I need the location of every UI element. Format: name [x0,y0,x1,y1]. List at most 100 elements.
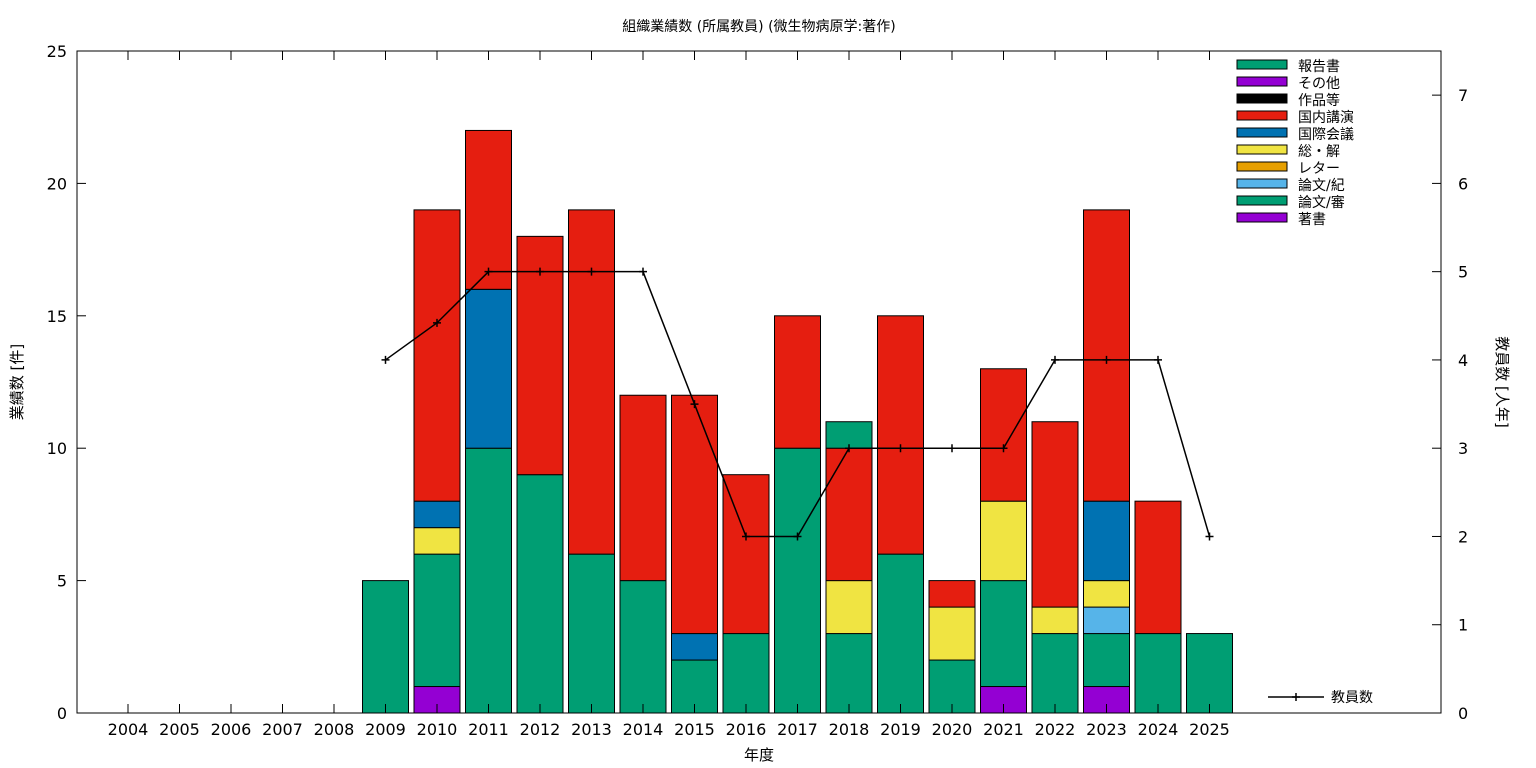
teacher-count-point-2023 [1102,355,1111,364]
x-tick-label: 2019 [880,720,921,739]
teacher-count-point-2011 [484,267,493,276]
bar-2016-series-1 [722,633,770,714]
legend-swatch [1236,76,1288,87]
y2-tick-label: 3 [1458,439,1468,458]
bar-2018-series-4 [825,580,873,635]
legend-label: 報告書 [1298,59,1340,75]
x-tick-label: 2013 [571,720,612,739]
bar-2011-series-5 [465,288,512,449]
legend-swatch [1236,161,1288,172]
bar-2009-series-1 [362,580,409,714]
bar-2022-series-1 [1031,633,1079,714]
legend-label: 著書 [1298,212,1326,228]
legend-swatch [1236,127,1288,138]
legend-label: 国際会議 [1298,126,1354,143]
x-tick-label: 2014 [623,720,664,739]
teacher-count-point-2022 [1051,355,1059,364]
legend-swatch [1236,93,1288,104]
bar-2012-series-1 [516,474,564,714]
bar-2013-series-6 [568,209,615,555]
bars-layer [362,129,1233,714]
teacher-count-point-2020 [948,444,956,453]
bar-2014-series-1 [619,580,667,714]
bar-2022-series-4 [1031,606,1079,635]
teacher-count-point-2012 [536,267,544,276]
teacher-count-point-2018 [845,444,853,453]
teacher-count-point-2021 [999,444,1008,453]
bar-2014-series-6 [619,394,667,582]
bar-2018-series-1 [825,633,873,714]
bar-2024-series-1 [1134,633,1182,714]
legend-label: 総・解 [1298,144,1340,160]
bar-2012-series-6 [516,235,564,476]
y-tick-label: 20 [47,174,67,193]
bar-2020-series-4 [928,606,976,661]
bar-2023-series-5 [1083,500,1130,582]
legend-swatch [1236,212,1288,223]
y-tick-label: 0 [57,704,67,723]
teacher-count-point-2014 [639,267,647,276]
y2-tick-label: 4 [1458,351,1468,370]
legend-line-marker [1292,693,1300,701]
bar-2019-series-6 [877,315,924,555]
x-tick-label: 2008 [314,720,355,739]
bar-2010-series-4 [413,527,461,555]
teacher-count-point-2016 [742,532,750,541]
legend-line-label: 教員数 [1331,690,1373,706]
x-tick-label: 2018 [829,720,870,739]
bar-2011-series-1 [465,447,512,714]
bar-2022-series-6 [1031,421,1079,608]
bar-2023-series-2 [1083,606,1130,635]
bar-2015-series-6 [671,394,718,635]
x-tick-label: 2012 [520,720,561,739]
bar-2013-series-1 [568,553,615,714]
x-tick-label: 2021 [983,720,1024,739]
x-tick-label: 2024 [1138,720,1179,739]
bar-2018-series-6 [825,447,873,582]
teacher-count-point-2019 [896,444,905,453]
x-tick-label: 2022 [1035,720,1076,739]
bar-2010-series-5 [413,500,461,529]
x-tick-label: 2004 [108,720,149,739]
bar-2025-series-1 [1186,633,1233,714]
bar-2023-series-4 [1083,580,1130,608]
x-tick-label: 2007 [262,720,303,739]
y2-tick-label: 0 [1458,704,1468,723]
legend-label: 国内講演 [1298,110,1354,126]
x-tick-label: 2023 [1086,720,1127,739]
x-tick-label: 2020 [932,720,973,739]
x-tick-label: 2011 [468,720,509,739]
x-axis-title: 年度 [744,746,774,764]
bar-2024-series-6 [1134,500,1182,635]
teacher-count-point-2025 [1205,532,1214,541]
y-tick-label: 15 [47,307,67,326]
legend-label: その他 [1298,76,1340,92]
teacher-count-point-2009 [381,355,390,364]
bar-2011-series-6 [465,129,512,290]
legend-swatch [1236,110,1288,121]
bar-2017-series-1 [774,447,821,714]
bar-2018-series-9 [825,421,873,449]
legend-label: 論文/審 [1298,195,1345,211]
teacher-count-point-2010 [433,318,441,327]
teacher-count-point-2015 [690,400,699,409]
x-tick-label: 2006 [211,720,252,739]
x-tick-label: 2005 [159,720,200,739]
bar-2016-series-6 [722,474,770,635]
y2-axis-title: 教員数 [人年] [1493,336,1511,427]
y-tick-label: 25 [47,42,67,61]
x-tick-label: 2025 [1189,720,1230,739]
x-tick-label: 2010 [417,720,458,739]
chart-title: 組織業績数 (所属教員) (微生物病原学:著作) [622,19,895,35]
teacher-count-line-layer [381,267,1214,541]
bar-2019-series-1 [877,553,924,714]
y2-tick-label: 2 [1458,527,1468,546]
legend-label: 作品等 [1298,92,1340,109]
bar-2021-series-6 [980,368,1027,502]
x-tick-label: 2016 [726,720,767,739]
x-tick-label: 2009 [365,720,406,739]
y2-tick-label: 1 [1458,616,1468,635]
